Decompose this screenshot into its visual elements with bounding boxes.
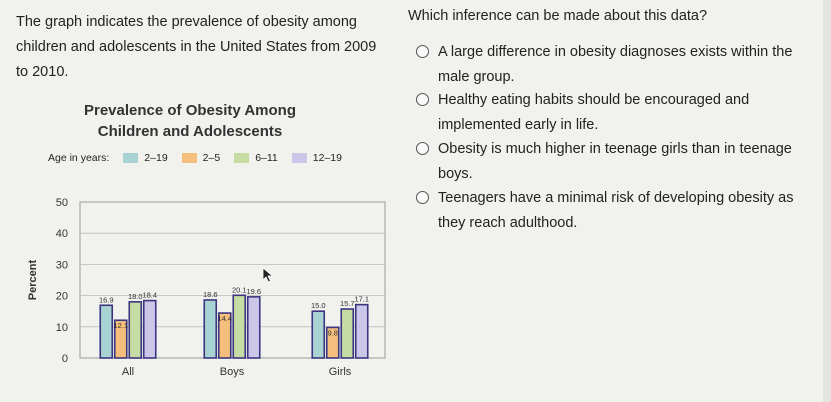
- data-label: 15.7: [340, 299, 355, 308]
- y-tick-label: 20: [56, 291, 68, 303]
- data-label: 12.1: [113, 321, 128, 330]
- legend-title: Age in years:: [48, 152, 110, 164]
- option-a-text: A large difference in obesity diagnoses …: [438, 44, 793, 85]
- y-axis-label: Percent: [27, 259, 39, 300]
- bar: [217, 312, 232, 359]
- y-tick-label: 50: [56, 197, 68, 209]
- legend-label-12-19: 12–19: [312, 152, 342, 164]
- y-tick-label: 10: [56, 322, 68, 334]
- data-label: 17.1: [354, 295, 369, 304]
- x-category-label: Girls: [329, 366, 352, 378]
- answer-option-c[interactable]: Obesity is much higher in teenage girls …: [416, 137, 806, 187]
- question-text: Which inference can be made about this d…: [408, 8, 708, 24]
- data-label: 9.8: [328, 328, 338, 337]
- data-label: 20.1: [232, 285, 247, 294]
- bar: [99, 304, 114, 359]
- bar: [311, 310, 326, 359]
- option-d-text: Teenagers have a minimal risk of develop…: [438, 190, 794, 231]
- bar: [232, 294, 247, 359]
- legend-label-2-5: 2–5: [202, 152, 221, 164]
- mouse-cursor-icon: [262, 267, 274, 283]
- chart-legend: Age in years: 2–19 2–5 6–11 12–19: [48, 152, 346, 164]
- bar: [113, 319, 128, 359]
- y-tick-label: 30: [56, 259, 68, 271]
- bar: [142, 299, 157, 359]
- option-b-text: Healthy eating habits should be encourag…: [438, 92, 750, 133]
- radio-button-b[interactable]: [416, 93, 429, 106]
- bar: [203, 299, 218, 359]
- legend-label-2-19: 2–19: [144, 152, 168, 164]
- x-category-label: All: [122, 366, 134, 378]
- answer-option-a[interactable]: A large difference in obesity diagnoses …: [416, 40, 806, 90]
- bar: [128, 301, 143, 359]
- option-c-text: Obesity is much higher in teenage girls …: [438, 141, 792, 182]
- legend-swatch-2-5: [181, 153, 197, 163]
- obesity-bar-chart: 0 10 20 30 40 50 Percent 16.9 12.1 18.0 18.4 All 18.…: [27, 197, 386, 378]
- chart-title: Prevalence of Obesity Among Children and…: [83, 102, 296, 140]
- legend-swatch-2-19: [123, 153, 139, 163]
- radio-button-a[interactable]: [416, 45, 429, 58]
- legend-swatch-12-19: [291, 153, 307, 163]
- window-edge: [823, 0, 831, 402]
- bar: [340, 308, 355, 359]
- radio-button-d[interactable]: [416, 191, 429, 204]
- data-label: 14.4: [217, 314, 232, 323]
- legend-label-6-11: 6–11: [255, 152, 278, 164]
- legend-swatch-6-11: [234, 153, 250, 163]
- data-label: 16.9: [99, 295, 114, 304]
- answer-option-b[interactable]: Healthy eating habits should be encourag…: [416, 88, 806, 138]
- data-label: 18.6: [203, 290, 218, 299]
- data-label: 15.0: [311, 301, 326, 310]
- data-label: 18.0: [128, 292, 143, 301]
- y-tick-label: 40: [56, 228, 68, 240]
- answer-option-d[interactable]: Teenagers have a minimal risk of develop…: [416, 186, 806, 236]
- radio-button-c[interactable]: [416, 142, 429, 155]
- data-label: 18.4: [142, 291, 157, 300]
- bar: [246, 296, 261, 359]
- y-tick-label: 0: [62, 353, 68, 365]
- bar: [325, 326, 340, 359]
- passage-text: The graph indicates the prevalence of ob…: [16, 14, 377, 80]
- data-label: 19.6: [246, 287, 261, 296]
- bar: [354, 303, 369, 359]
- x-category-label: Boys: [220, 366, 245, 378]
